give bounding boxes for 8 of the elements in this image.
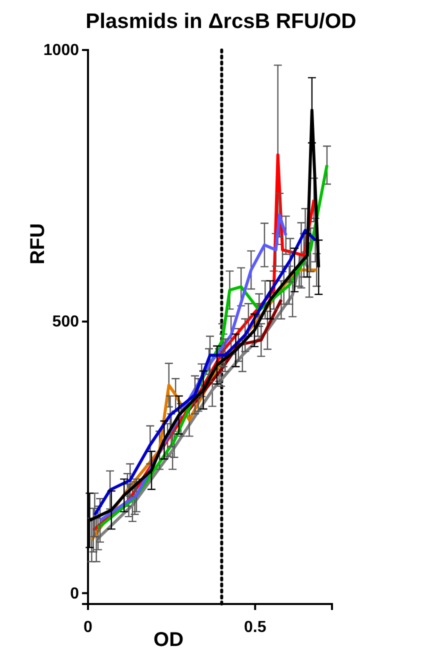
y-tick-label: 1000: [43, 42, 80, 60]
chart-title: Plasmids in ΔrcsB RFU/OD: [86, 10, 356, 33]
y-tick-label: 500: [52, 314, 80, 331]
x-tick-label: 0.5: [244, 619, 266, 636]
y-tick-label: 0: [70, 585, 80, 602]
x-axis-title: OD: [154, 629, 184, 650]
line-series: [93, 228, 317, 516]
y-axis-title: RFU: [27, 223, 49, 264]
